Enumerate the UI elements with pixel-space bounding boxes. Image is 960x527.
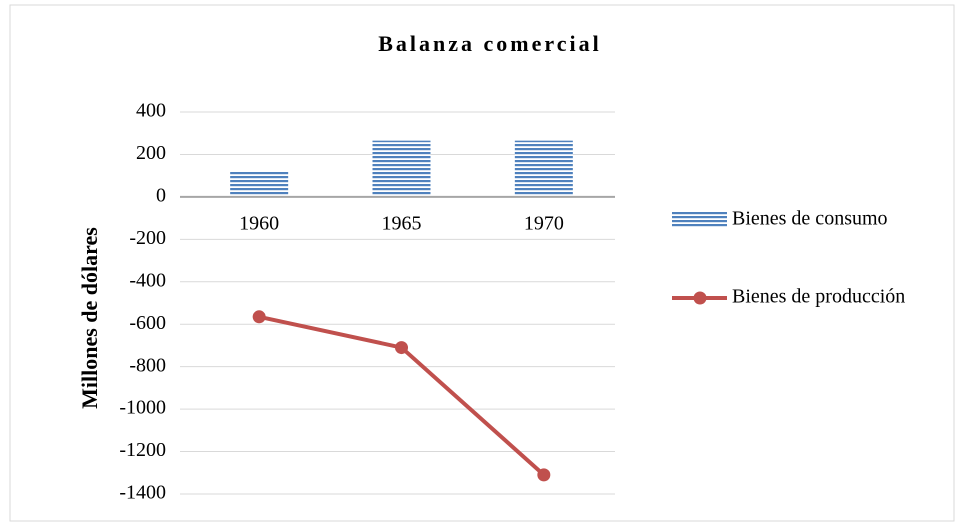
y-axis-label: Millones de dólares xyxy=(77,227,102,409)
bar xyxy=(514,140,573,197)
y-tick-label: -600 xyxy=(129,312,166,334)
bar xyxy=(372,140,431,197)
y-tick-label: -1200 xyxy=(119,439,166,461)
y-tick-label: 0 xyxy=(156,184,166,206)
line-marker xyxy=(537,468,551,482)
legend-swatch xyxy=(672,212,727,227)
legend-label: Bienes de producción xyxy=(732,286,905,308)
chart-border xyxy=(9,4,955,522)
legend-marker xyxy=(693,291,707,305)
x-tick-label: 1970 xyxy=(524,212,564,234)
y-tick-label: -800 xyxy=(129,354,166,376)
line-marker xyxy=(395,341,408,355)
x-tick-label: 1965 xyxy=(382,212,422,234)
line-marker xyxy=(252,310,266,324)
y-tick-label: -1000 xyxy=(119,397,166,419)
legend-label: Bienes de consumo xyxy=(732,208,888,230)
x-tick-label: 1960 xyxy=(239,212,279,234)
y-tick-label: -400 xyxy=(129,269,166,291)
y-tick-label: -200 xyxy=(129,227,166,249)
y-tick-label: -1400 xyxy=(119,482,166,504)
bar xyxy=(230,171,289,197)
y-tick-label: 400 xyxy=(136,100,166,122)
chart-title: Balanza comercial xyxy=(378,31,602,56)
y-tick-label: 200 xyxy=(136,142,166,164)
